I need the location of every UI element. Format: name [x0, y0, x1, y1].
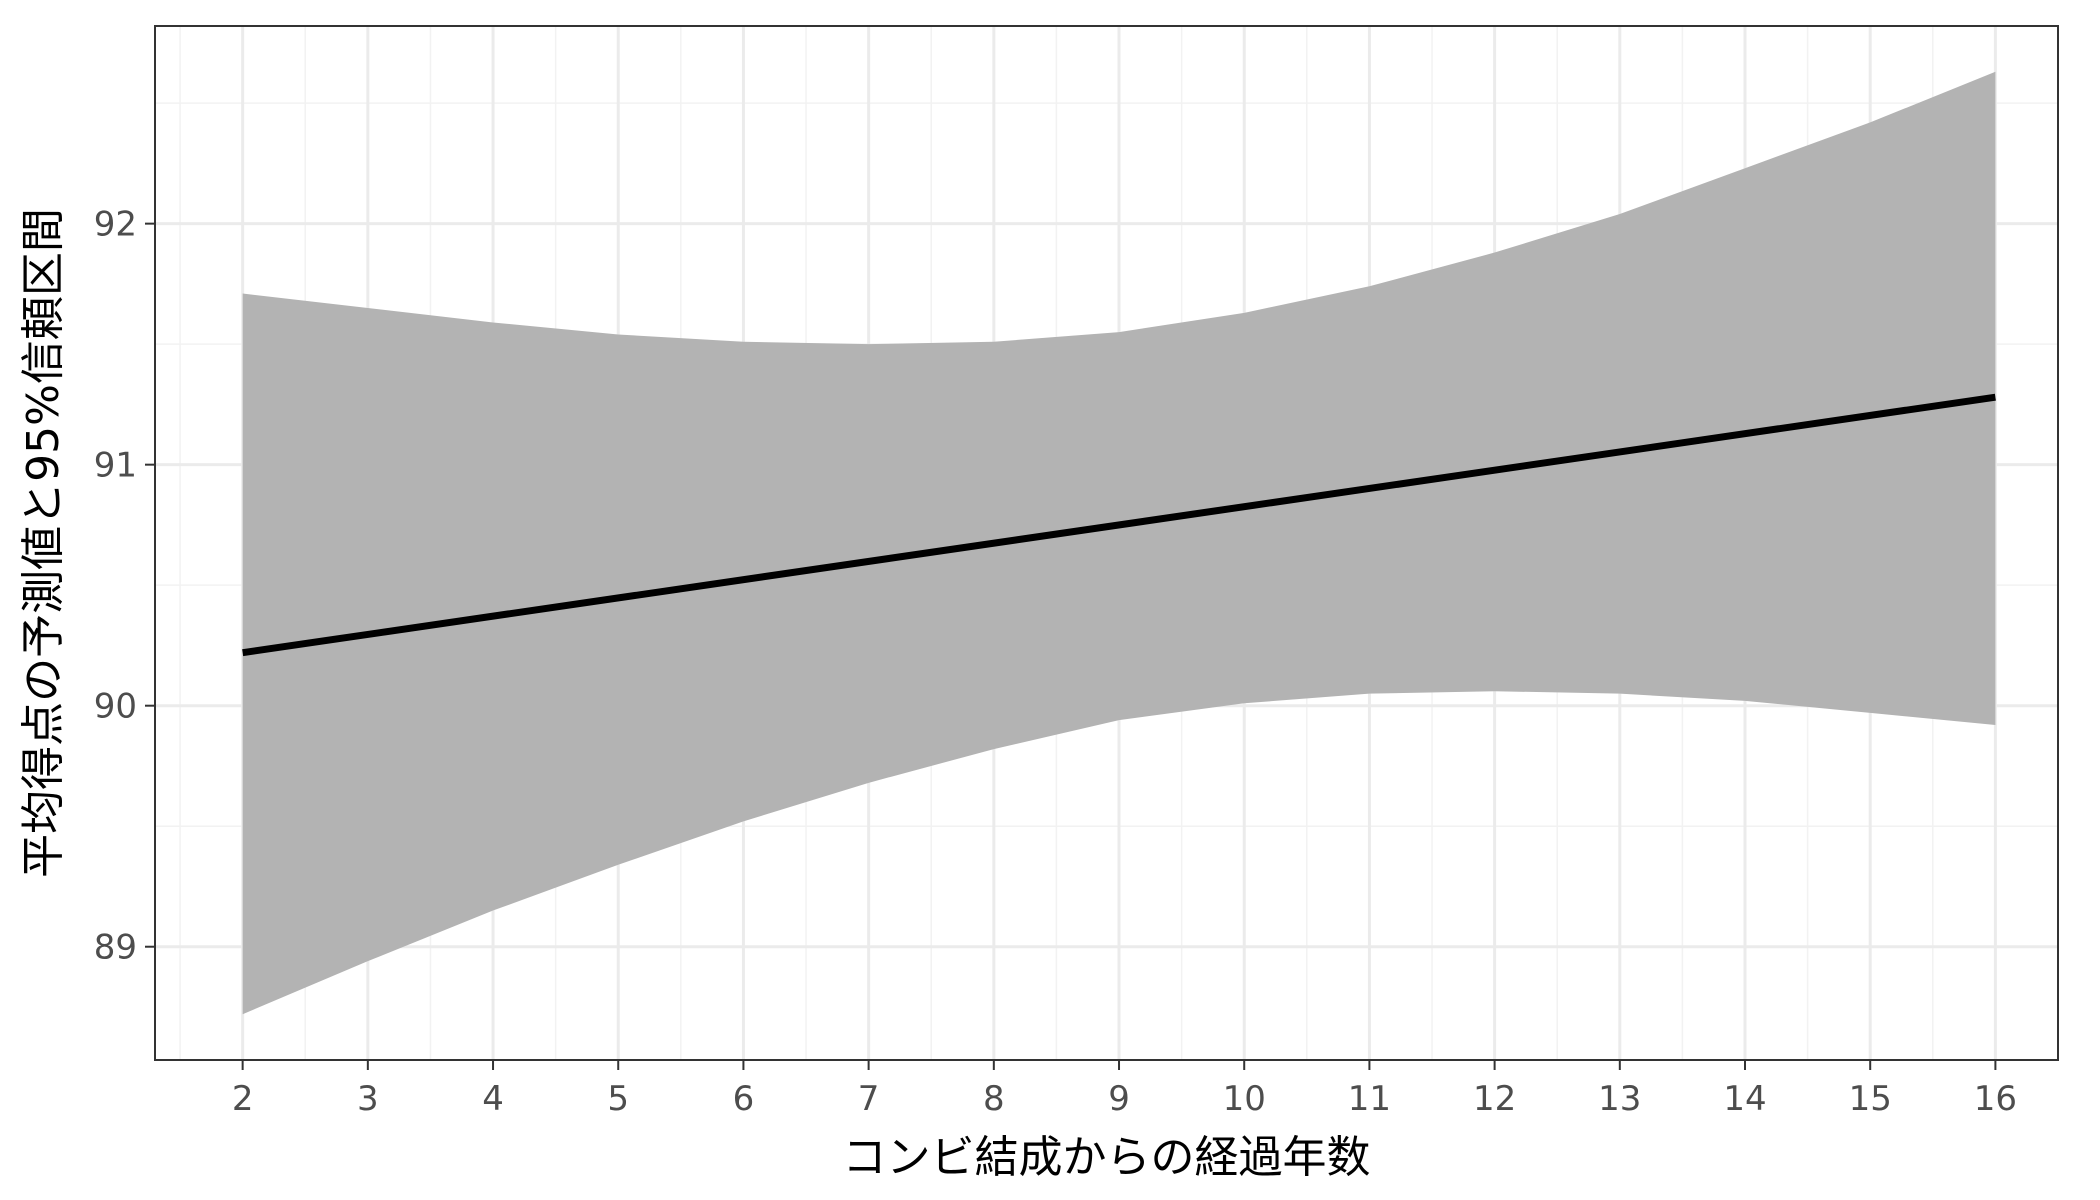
plot-panel-border: [154, 25, 2059, 1061]
x-tick-label: 3: [357, 1079, 379, 1119]
x-tick-label: 6: [733, 1079, 755, 1119]
x-tick-label: 2: [232, 1079, 254, 1119]
x-tick-label: 15: [1849, 1079, 1892, 1119]
y-tick-label: 92: [94, 205, 137, 245]
x-tick-label: 10: [1223, 1079, 1266, 1119]
prediction-line-layer: [242, 393, 1996, 657]
x-tick-label: 14: [1723, 1079, 1766, 1119]
x-tick-label: 16: [1974, 1079, 2017, 1119]
x-axis: 2 3 4 5 6 7 8 9 10 11 12 13 14 15 16: [232, 1060, 2017, 1119]
y-tick-label: 89: [94, 928, 137, 968]
confidence-band-layer: [242, 71, 1996, 1015]
x-tick-label: 12: [1473, 1079, 1516, 1119]
confidence-band: [242, 71, 1996, 1015]
y-tick-label: 91: [94, 446, 137, 486]
y-axis: 89 90 91 92: [94, 205, 155, 968]
x-tick-label: 13: [1598, 1079, 1641, 1119]
y-tick-label: 90: [94, 687, 137, 727]
x-tick-label: 4: [482, 1079, 504, 1119]
x-axis-title: コンビ結成からの経過年数: [843, 1132, 1371, 1183]
prediction-line: [242, 393, 1996, 657]
x-tick-label: 7: [858, 1079, 880, 1119]
x-tick-label: 11: [1348, 1079, 1391, 1119]
x-tick-label: 5: [607, 1079, 629, 1119]
x-tick-label: 8: [983, 1079, 1005, 1119]
x-tick-label: 9: [1108, 1079, 1130, 1119]
y-axis-title: 平均得点の予測値と95%信頼区間: [18, 208, 69, 878]
